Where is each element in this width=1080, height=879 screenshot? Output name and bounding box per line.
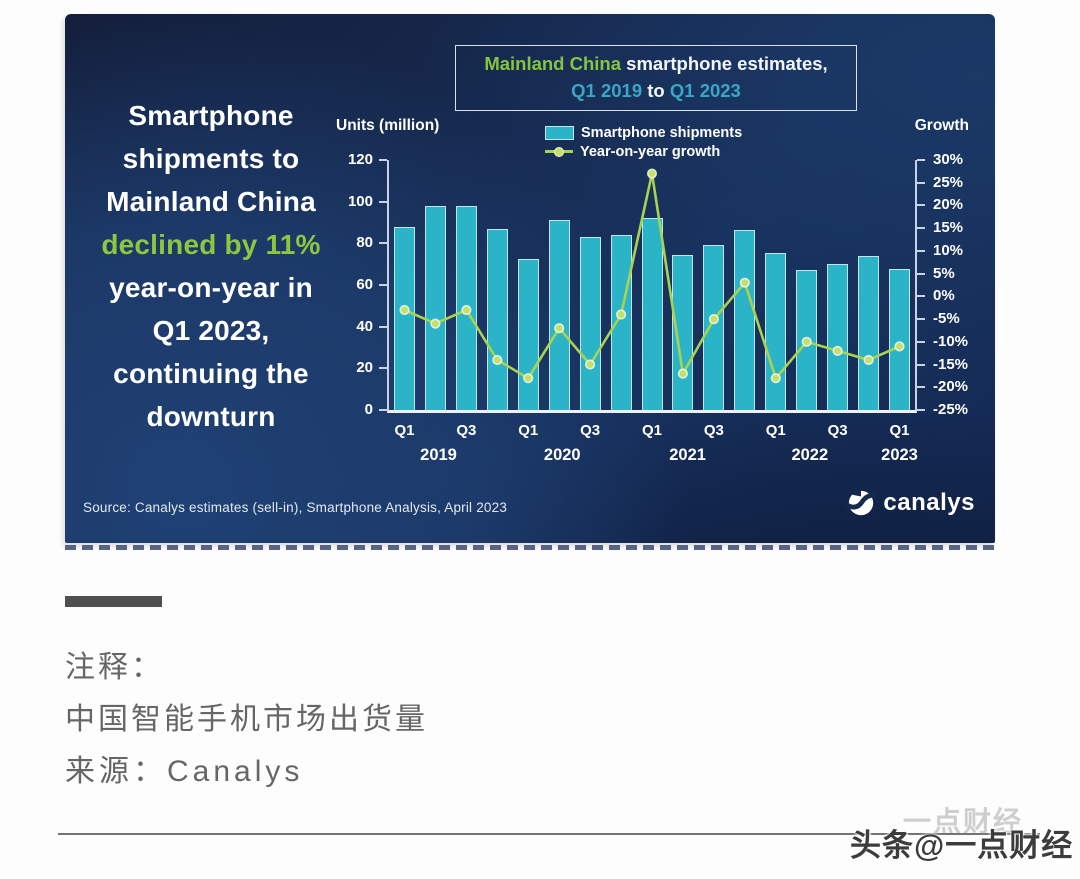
watermark: 头条@一点财经 [850,828,1074,863]
x-quarter-label: Q3 [456,422,477,439]
title-region: Mainland China [484,53,622,74]
x-quarter-label: Q1 [518,422,539,439]
shipment-bar [517,258,539,410]
growth-marker [677,368,689,379]
headline-text-2: year-on-year in Q1 2023, continuing the … [109,272,313,432]
canalys-logo-text: canalys [883,489,975,516]
shipment-bar [889,269,911,410]
infographic-card: Smartphone shipments to Mainland China d… [65,14,995,543]
shipment-bar [548,220,570,410]
headline: Smartphone shipments to Mainland China d… [79,94,343,438]
shipment-bar [858,255,880,410]
shipment-bar [424,205,446,410]
growth-marker [585,359,596,370]
growth-marker [492,354,503,366]
line-legend-label: Year-on-year growth [580,143,721,160]
line-legend-marker [545,146,573,157]
growth-line [399,168,905,384]
growth-marker [894,341,905,352]
chart-title-box: Mainland China smartphone estimates, Q1 … [455,45,857,111]
footer-accent-bar [65,596,162,607]
chart-plot-area: 0 20 40 60 80 100 120 30% 25% 20% 15% 10% 5% 0% -5% -1… [348,151,968,464]
left-axis-ticks: 0 20 40 60 80 100 120 [331,151,387,418]
growth-marker [430,318,441,329]
title-q-end: Q1 2023 [669,80,741,101]
left-axis-title: Units (million) [336,117,440,134]
legend-row-shipments: Smartphone shipments [545,123,742,142]
x-quarter-label: Q1 [394,422,415,439]
right-axis-title: Growth [914,117,969,134]
shipment-bar [393,226,415,410]
growth-marker [461,304,472,316]
headline-text-green: declined by 11% [101,229,321,260]
x-quarter-label: Q1 [889,422,910,439]
line-legend-dot-icon [554,146,564,157]
headline-text-1: Smartphone shipments to Mainland China [106,100,316,217]
growth-marker [554,323,565,334]
right-axis-ticks: 30% 25% 20% 15% 10% 5% 0% -5% -10% -15% -20% -25% [917,151,975,418]
x-quarter-label: Q3 [827,422,848,439]
shipment-bar [672,254,694,410]
growth-marker [832,345,843,356]
x-quarter-label: Q3 [703,422,724,439]
growth-marker [739,277,750,288]
chart-legend: Smartphone shipments Year-on-year growth [545,123,742,161]
canalys-logo: canalys [846,488,975,518]
title-to: to [642,80,670,101]
growth-marker [523,373,534,384]
x-year-label: 2023 [881,446,918,464]
chart-title-line-2: Q1 2019 to Q1 2023 [456,77,856,104]
growth-marker [616,309,627,320]
growth-marker [863,354,874,366]
shipment-bar [610,235,632,410]
shipment-bar [827,264,849,410]
x-quarter-label: Q1 [765,422,786,439]
growth-marker [770,373,781,384]
note-source: 来源：Canalys [65,755,304,788]
growth-marker [646,168,658,179]
watermark-ghost: 一点财经 [903,806,1024,837]
shipment-bar [579,237,601,410]
x-quarter-label: Q3 [580,422,601,439]
shipment-bar [486,228,508,410]
shipment-bar [734,229,756,410]
note-heading: 注释： [65,651,164,684]
x-year-label: 2021 [669,446,706,464]
title-rest: smartphone estimates, [621,53,828,74]
shipment-bar [703,245,725,410]
canalys-logo-icon [846,490,877,516]
note-body: 中国智能手机市场出货量 [65,703,428,736]
shipment-bar [641,218,663,410]
growth-marker [801,336,812,347]
x-year-label: 2020 [543,446,581,464]
growth-marker [708,314,720,325]
bars-container [389,160,915,410]
source-note: Source: Canalys estimates (sell-in), Sma… [83,500,508,515]
chart-title-line-1: Mainland China smartphone estimates, [456,50,856,77]
growth-marker [399,304,410,316]
title-q-start: Q1 2019 [571,80,643,101]
x-year-label: 2019 [420,446,457,464]
footer-divider-line [58,833,1040,835]
bar-legend-swatch [545,125,574,140]
legend-row-growth: Year-on-year growth [545,142,742,161]
x-quarter-label: Q1 [641,422,663,439]
x-year-label: 2022 [791,446,829,464]
card-torn-edge [65,545,995,550]
bar-legend-label: Smartphone shipments [581,124,743,141]
x-axis-labels: Q1 Q3 Q1 Q3 Q1 Q3 Q1 Q3 Q1 2019 2020 2021 2022 2023 [389,410,918,470]
